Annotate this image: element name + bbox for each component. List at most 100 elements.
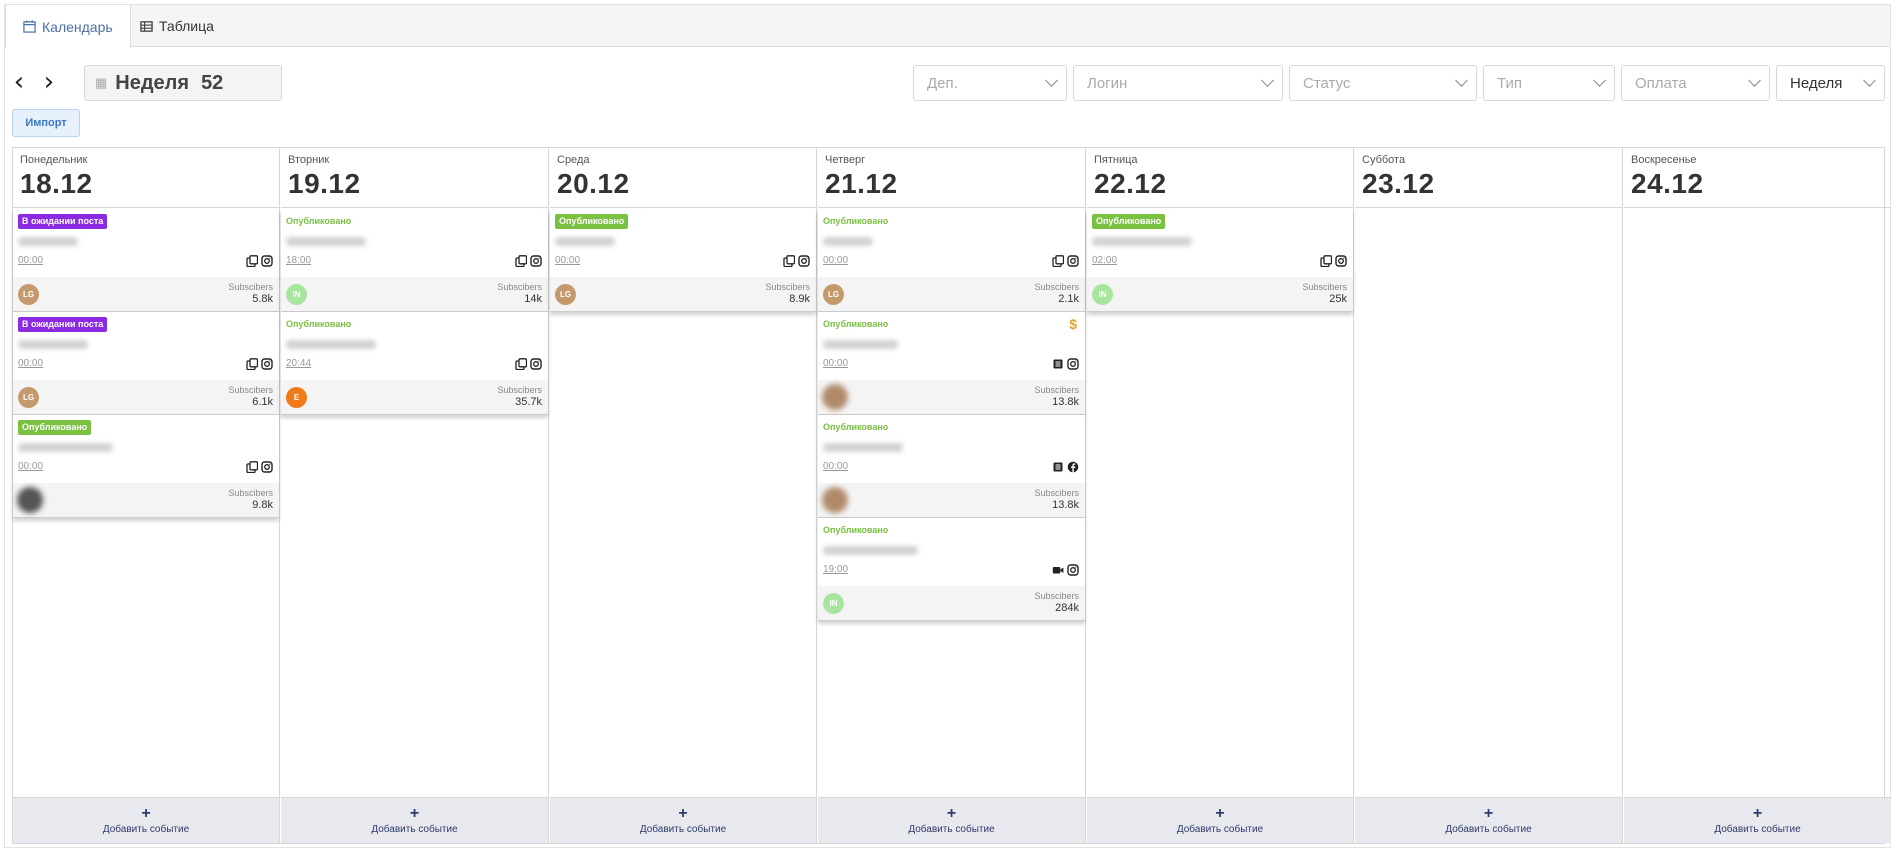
filter-department-placeholder: Деп. — [927, 74, 958, 92]
subscribers-count: 2.1k — [1058, 293, 1079, 305]
event-card[interactable]: Опубликовано 02:00 IN Subscibers 25k — [1087, 209, 1353, 312]
day-name: Понедельник — [20, 154, 88, 166]
event-title-redacted — [1092, 237, 1192, 246]
filter-login[interactable]: Логин — [1073, 65, 1283, 101]
status-badge: Опубликовано — [823, 319, 889, 329]
copy-icon — [783, 255, 795, 267]
view-select[interactable]: Неделя — [1776, 65, 1885, 101]
filter-type[interactable]: Тип — [1483, 65, 1615, 101]
event-type-icons — [246, 461, 273, 473]
event-time[interactable]: 20:44 — [286, 358, 312, 369]
tab-calendar-label: Календарь — [42, 18, 113, 35]
status-badge: Опубликовано — [823, 422, 889, 432]
chevron-down-icon — [1261, 74, 1274, 87]
add-event-button[interactable]: + Добавить событие — [1355, 797, 1622, 843]
event-time[interactable]: 00:00 — [823, 255, 849, 266]
event-card-footer: IN Subscibers 25k — [1087, 277, 1353, 311]
event-card[interactable]: Опубликовано 19:00 IN Subscibers 284k — [818, 518, 1085, 621]
event-card[interactable]: Опубликовано $00:00 Subscibers 13.8k — [818, 312, 1085, 415]
chevron-down-icon — [1748, 74, 1761, 87]
subscribers-count: 9.8k — [252, 499, 273, 511]
event-card-footer: IN Subscibers 284k — [818, 586, 1085, 620]
copy-icon — [515, 255, 527, 267]
add-event-label: Добавить событие — [102, 823, 190, 835]
chevron-down-icon — [1045, 74, 1058, 87]
week-picker[interactable]: ▦ Неделя 52 — [84, 65, 282, 101]
week-number: 52 — [201, 71, 224, 94]
prev-week-button[interactable]: ‹ — [13, 67, 25, 97]
event-time[interactable]: 02:00 — [1092, 255, 1118, 266]
avatar: IN — [286, 284, 307, 305]
avatar: E — [286, 387, 307, 408]
instagram-icon — [1067, 358, 1079, 370]
filter-payment-placeholder: Оплата — [1635, 74, 1687, 92]
filter-type-placeholder: Тип — [1497, 74, 1523, 92]
instagram-icon — [530, 358, 542, 370]
subscribers-count: 5.8k — [252, 293, 273, 305]
subscribers-count: 35.7k — [515, 396, 542, 408]
event-card[interactable]: В ожидании поста 00:00 LG Subscibers 5.8k — [13, 209, 279, 312]
day-header: Суббота 23.12 — [1355, 148, 1622, 208]
event-card[interactable]: Опубликовано 00:00 LG Subscibers 2.1k — [818, 209, 1085, 312]
add-event-button[interactable]: + Добавить событие — [818, 797, 1085, 843]
event-time[interactable]: 19:00 — [823, 564, 849, 575]
event-time[interactable]: 18:00 — [286, 255, 312, 266]
event-time[interactable]: 00:00 — [555, 255, 581, 266]
filter-login-placeholder: Логин — [1087, 74, 1128, 92]
filter-department[interactable]: Деп. — [913, 65, 1067, 101]
event-card[interactable]: Опубликовано 18:00 IN Subscibers 14k — [281, 209, 548, 312]
event-time[interactable]: 00:00 — [18, 255, 44, 266]
event-time[interactable]: 00:00 — [18, 461, 44, 472]
filter-payment[interactable]: Оплата — [1621, 65, 1770, 101]
status-badge: В ожидании поста — [18, 214, 108, 229]
subscribers-label: Subscibers — [228, 282, 273, 292]
day-name: Пятница — [1094, 154, 1138, 166]
day-column: Понедельник 18.12 В ожидании поста 00:00 LG S… — [13, 148, 280, 843]
day-header: Понедельник 18.12 — [13, 148, 279, 208]
day-date: 24.12 — [1631, 168, 1704, 199]
event-card[interactable]: Опубликовано 20:44 E Subscibers 35.7k — [281, 312, 548, 415]
event-title-redacted — [823, 237, 873, 246]
event-card[interactable]: Опубликовано 00:00 Subscibers 13.8k — [818, 415, 1085, 518]
filter-status[interactable]: Статус — [1289, 65, 1477, 101]
plus-icon: + — [1483, 804, 1494, 822]
day-date: 22.12 — [1094, 168, 1167, 199]
import-button[interactable]: Импорт — [12, 109, 80, 137]
table-icon — [140, 20, 153, 32]
add-event-button[interactable]: + Добавить событие — [281, 797, 548, 843]
add-event-button[interactable]: + Добавить событие — [1087, 797, 1353, 843]
event-time[interactable]: 00:00 — [823, 358, 849, 369]
add-event-button[interactable]: + Добавить событие — [1624, 797, 1891, 843]
tab-table[interactable]: Таблица — [123, 5, 231, 47]
day-header: Пятница 22.12 — [1087, 148, 1353, 208]
add-event-label: Добавить событие — [908, 823, 995, 835]
add-event-button[interactable]: + Добавить событие — [550, 797, 816, 843]
status-badge: Опубликовано — [823, 216, 889, 226]
status-badge: Опубликовано — [1092, 214, 1166, 229]
event-card-footer: E Subscibers 35.7k — [281, 380, 548, 414]
event-card-footer: Subscibers 9.8k — [13, 483, 279, 517]
subscribers-label: Subscibers — [1302, 282, 1347, 292]
event-time[interactable]: 00:00 — [18, 358, 44, 369]
day-header: Среда 20.12 — [550, 148, 816, 208]
event-title-redacted — [823, 340, 898, 349]
event-card[interactable]: Опубликовано 00:00 LG Subscibers 8.9k — [550, 209, 816, 312]
day-date: 23.12 — [1362, 168, 1435, 199]
event-type-icons — [515, 358, 542, 370]
add-event-button[interactable]: + Добавить событие — [13, 797, 279, 843]
event-title-redacted — [823, 546, 918, 555]
copy-icon — [246, 461, 258, 473]
event-time[interactable]: 00:00 — [823, 461, 849, 472]
day-column: Пятница 22.12 Опубликовано 02:00 IN Subsciber… — [1087, 148, 1354, 843]
instagram-icon — [261, 358, 273, 370]
chevron-down-icon — [1455, 74, 1468, 87]
next-week-button[interactable]: › — [43, 67, 55, 97]
add-event-label: Добавить событие — [1176, 823, 1264, 835]
event-card-footer: Subscibers 13.8k — [818, 380, 1085, 414]
tab-calendar[interactable]: Календарь — [5, 5, 131, 48]
event-card[interactable]: В ожидании поста 00:00 LG Subscibers 6.1k — [13, 312, 279, 415]
copy-icon — [1320, 255, 1332, 267]
instagram-icon — [530, 255, 542, 267]
instagram-icon — [1067, 255, 1079, 267]
event-card[interactable]: Опубликовано 00:00 Subscibers 9.8k — [13, 415, 279, 518]
